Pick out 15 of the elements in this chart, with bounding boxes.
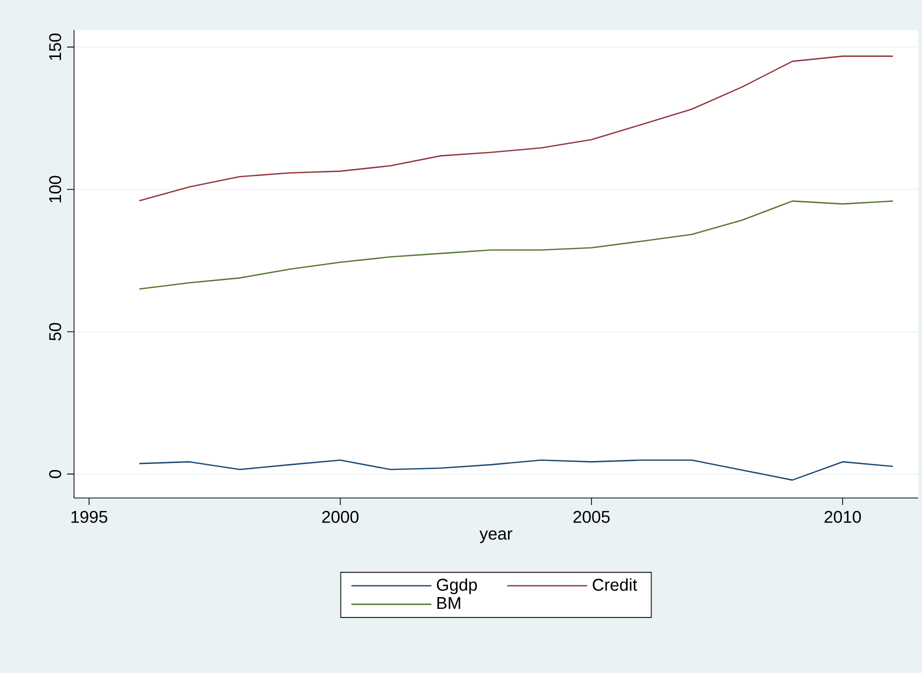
y-tick-label: 50 bbox=[49, 322, 62, 341]
line-series bbox=[138, 200, 894, 290]
legend-label: BM bbox=[437, 597, 460, 609]
y-tick-label: 100 bbox=[49, 176, 62, 202]
x-tick-label: 1995 bbox=[71, 510, 108, 523]
x-tick-label: 2000 bbox=[322, 510, 359, 523]
x-tick-label: 2005 bbox=[573, 510, 610, 523]
y-tick-label: 0 bbox=[49, 470, 62, 478]
legend-label: Credit bbox=[592, 578, 638, 591]
x-axis-title: year bbox=[480, 530, 512, 544]
line-series bbox=[138, 459, 894, 481]
legend-label: Ggdp bbox=[436, 578, 477, 594]
y-tick-label: 150 bbox=[49, 34, 62, 60]
x-tick-label: 2010 bbox=[824, 510, 861, 523]
line-series bbox=[138, 56, 894, 202]
